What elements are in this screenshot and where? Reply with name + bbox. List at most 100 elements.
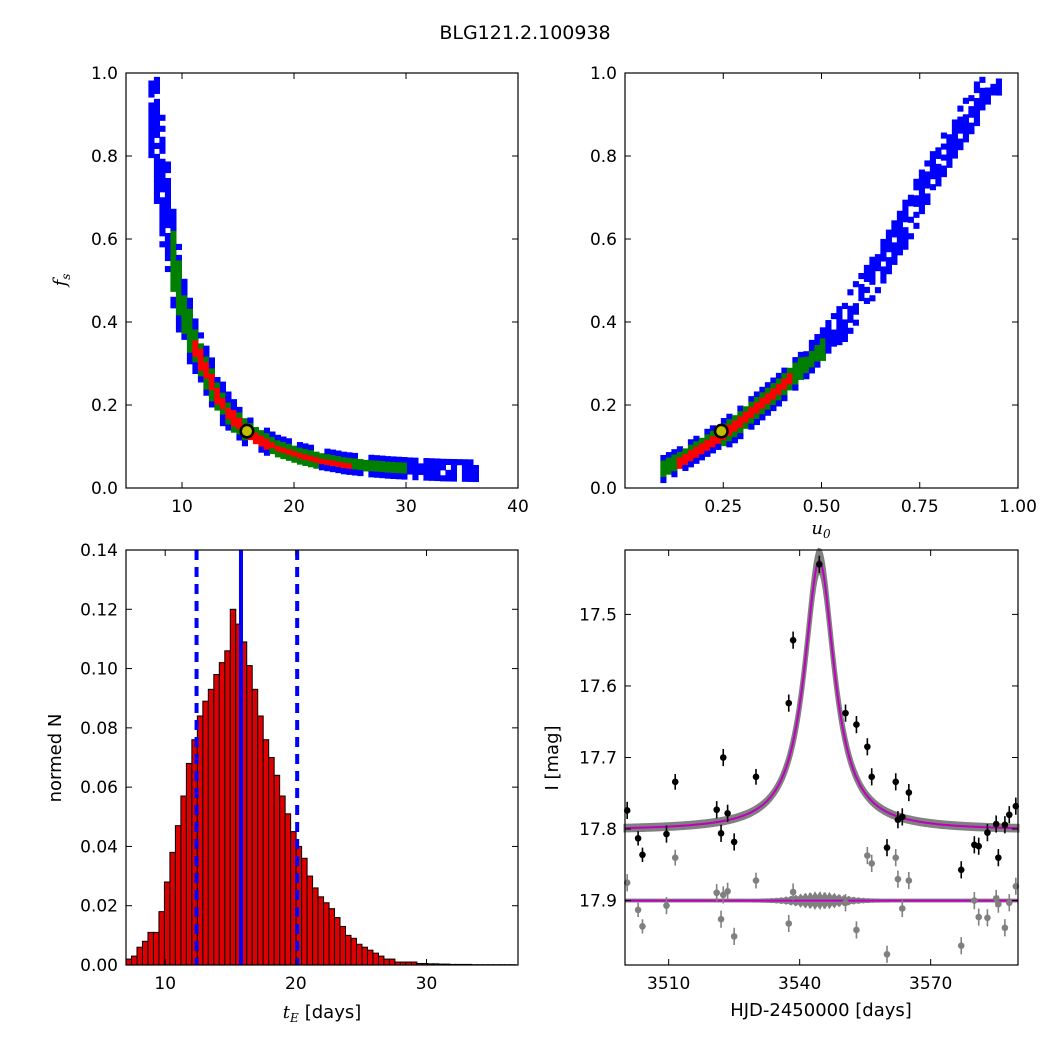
p1-density-green xyxy=(170,258,177,265)
p1-density-blue xyxy=(159,114,166,121)
p1-density-green xyxy=(170,263,177,270)
p1-density-blue xyxy=(296,442,303,449)
p1-density-blue xyxy=(225,391,232,398)
p1-density-red xyxy=(335,461,342,468)
p2-density-blue xyxy=(907,194,914,201)
p2-density-blue xyxy=(841,330,848,337)
p1-density-blue xyxy=(153,192,160,199)
p1-density-green xyxy=(170,230,177,237)
p2-density-blue xyxy=(951,124,958,132)
p1-density-blue xyxy=(340,451,347,458)
p2-density-blue xyxy=(907,233,914,240)
p1-density-green xyxy=(368,460,375,467)
p2-density-blue xyxy=(671,471,678,478)
p2-density-blue xyxy=(913,222,920,229)
p1-density-blue xyxy=(170,225,177,232)
p2-density-blue xyxy=(979,87,986,94)
residual-point xyxy=(894,875,902,883)
p1-density-blue xyxy=(170,214,177,221)
p1-density-green xyxy=(170,241,177,248)
p2-density-blue xyxy=(775,372,782,379)
p1-density-blue xyxy=(412,463,419,470)
residual-point xyxy=(868,860,876,867)
p1-density-green xyxy=(291,445,298,452)
p2-density-red xyxy=(698,448,705,455)
p2-density-green xyxy=(682,448,689,455)
p2-density-blue xyxy=(902,238,909,245)
p1-density-blue xyxy=(472,475,479,483)
p1-density-red xyxy=(313,457,320,464)
histogram-bar xyxy=(218,662,226,966)
p2-density-blue xyxy=(984,93,991,100)
p1-density-green xyxy=(241,418,248,425)
p2-density-green xyxy=(726,419,733,426)
p1-density-blue xyxy=(456,459,463,466)
p1-density-blue xyxy=(236,406,243,413)
p2-density-blue xyxy=(852,303,859,310)
p1-ytick-label: 0.8 xyxy=(91,147,118,167)
p1-density-blue xyxy=(417,468,424,475)
p2-density-blue xyxy=(759,386,766,393)
p1-density-green xyxy=(236,412,243,419)
p1-density-blue xyxy=(153,98,160,105)
p2-density-blue xyxy=(902,199,909,206)
p2-density-blue xyxy=(781,395,788,402)
residual-point xyxy=(971,897,978,904)
p2-density-blue xyxy=(957,116,964,123)
p1-density-blue xyxy=(373,455,380,462)
p1-density-blue xyxy=(164,205,171,212)
p1-density-blue xyxy=(153,181,160,188)
data-point xyxy=(905,789,913,796)
p2-density-blue xyxy=(962,119,969,126)
p1-density-blue xyxy=(412,457,419,464)
model-curve xyxy=(624,559,1019,830)
data-point xyxy=(719,754,727,761)
p1-density-green xyxy=(401,462,408,469)
p2-density-blue xyxy=(676,446,683,453)
data-point xyxy=(975,842,982,850)
data-point xyxy=(785,699,793,707)
histogram-bar xyxy=(372,952,379,966)
p1-density-blue xyxy=(423,463,430,470)
p1-density-blue xyxy=(395,473,402,480)
p2-density-blue xyxy=(869,295,876,302)
p2-density-blue xyxy=(973,103,980,110)
p2-density-blue xyxy=(946,145,953,152)
residual-point xyxy=(785,920,793,927)
p2-density-green xyxy=(803,356,810,363)
p2-density-blue xyxy=(951,119,958,126)
p2-xlabel-main: u xyxy=(811,518,823,539)
p2-density-blue xyxy=(885,257,892,264)
p2-density-green xyxy=(764,387,771,394)
p2-density-green xyxy=(748,401,755,408)
p1-density-blue xyxy=(379,472,386,479)
p1-density-blue xyxy=(461,475,468,482)
p3-ytick-label: 0.10 xyxy=(80,660,118,680)
histogram-bar xyxy=(136,946,143,966)
p1-density-green xyxy=(186,341,193,348)
p2-density-blue xyxy=(902,205,909,212)
p2-xlabel: u0 xyxy=(811,518,831,541)
p2-density-blue xyxy=(918,169,925,176)
p2-density-blue xyxy=(968,95,975,102)
p2-density-blue xyxy=(825,336,832,343)
p1-density-red xyxy=(285,449,292,456)
p1-density-green xyxy=(307,461,314,468)
p1-density-blue xyxy=(159,202,166,209)
p1-density-blue xyxy=(274,434,281,441)
p1-density-blue xyxy=(159,230,166,237)
p2-density-red xyxy=(775,389,782,396)
p2-density-blue xyxy=(973,109,980,116)
p2-density-blue xyxy=(726,413,733,420)
p2-density-blue xyxy=(935,163,942,170)
p2-density-blue xyxy=(896,249,903,256)
histogram-bar xyxy=(147,931,154,966)
p2-density-blue xyxy=(660,454,667,462)
p1-density-green xyxy=(395,462,402,469)
p1-density-blue xyxy=(153,115,160,122)
p1-density-blue xyxy=(368,471,375,478)
p2-density-blue xyxy=(913,178,920,185)
p1-density-blue xyxy=(153,131,160,138)
p1-density-red xyxy=(258,435,265,442)
histogram-bar xyxy=(125,958,132,966)
